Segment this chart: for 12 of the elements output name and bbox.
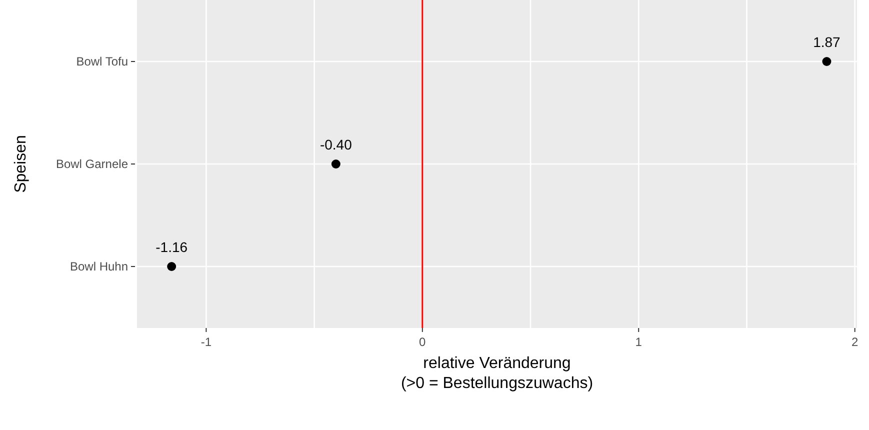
x-tick-label: 1 [635, 335, 642, 349]
data-label: -1.16 [156, 238, 188, 255]
data-label: 1.87 [813, 34, 841, 50]
x-axis-title: relative Veränderung (>0 = Bestellungszuwachs) [400, 355, 594, 392]
y-tick-label: Bowl Garnele [56, 157, 128, 171]
x-tick-label: 2 [851, 335, 858, 349]
y-tick-label: Bowl Huhn [70, 260, 128, 274]
y-tick-label: Bowl Tofu [76, 54, 128, 68]
data-label: -0.40 [320, 136, 352, 152]
x-tick-label: -1 [200, 335, 212, 349]
y-axis-title: Speisen [12, 135, 30, 193]
x-tick-label: 0 [419, 335, 426, 349]
